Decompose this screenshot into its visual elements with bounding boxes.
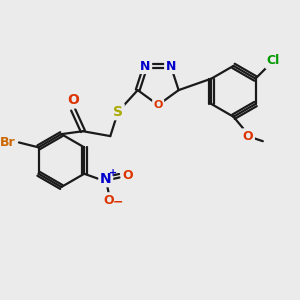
Text: Cl: Cl xyxy=(266,55,280,68)
Text: O: O xyxy=(243,130,254,143)
Text: Br: Br xyxy=(0,136,15,149)
Text: O: O xyxy=(122,169,133,182)
Text: N: N xyxy=(140,60,151,73)
Text: O: O xyxy=(154,100,163,110)
Text: +: + xyxy=(109,168,117,178)
Text: O: O xyxy=(103,194,114,207)
Text: N: N xyxy=(100,172,112,186)
Text: N: N xyxy=(166,60,176,73)
Text: −: − xyxy=(112,196,123,208)
Text: S: S xyxy=(113,105,123,119)
Text: O: O xyxy=(67,93,79,107)
